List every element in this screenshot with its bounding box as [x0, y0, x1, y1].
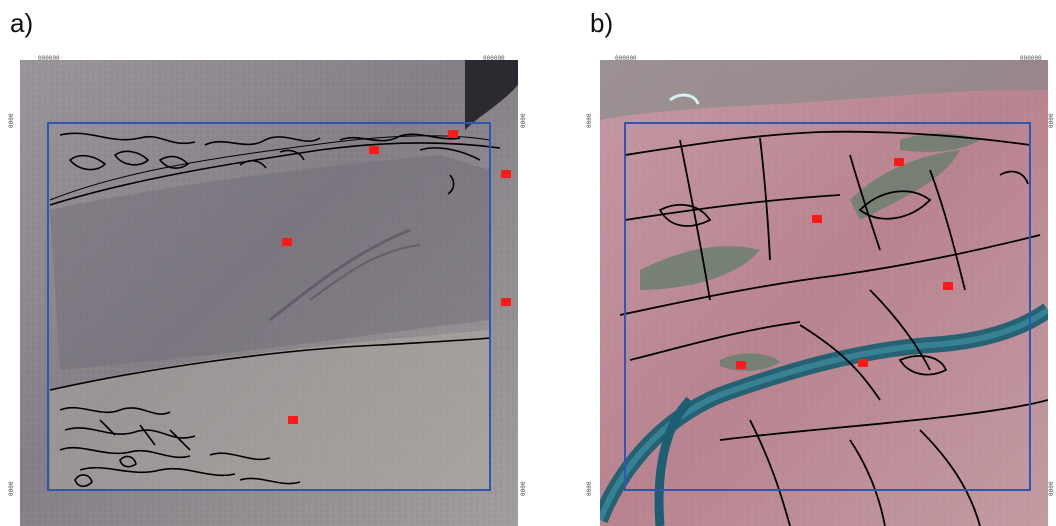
- panel-a-study-frame: [47, 122, 491, 491]
- panel-b-left-tick-1: 0000: [586, 113, 593, 128]
- panel-a-left-tick-2: 0000: [8, 481, 15, 496]
- panel-a-outlines-bottom: [49, 337, 491, 488]
- panel-b-study-frame: [624, 122, 1031, 491]
- panel-b-map: [600, 60, 1048, 526]
- sample-point: [448, 130, 458, 138]
- panel-a-left-tick-1: 0000: [8, 113, 15, 128]
- panel-a-dark-slope: [50, 155, 490, 370]
- panel-b-vegetation: [640, 133, 980, 371]
- sample-point: [501, 170, 511, 178]
- panel-b-top-tick-1: 000000: [615, 55, 637, 62]
- panel-a-map: [20, 60, 518, 526]
- panel-a-outlines-top: [49, 132, 501, 206]
- sample-point: [501, 298, 511, 306]
- panel-b-field-boundaries: [619, 130, 1048, 526]
- sample-point: [288, 416, 298, 424]
- panel-a-right-tick-2: 0000: [520, 481, 527, 496]
- panel-a-dark-water: [465, 60, 518, 130]
- panel-b-sample-points: [736, 158, 953, 369]
- sample-point: [943, 282, 953, 290]
- panel-a-top-tick-2: 000000: [483, 55, 505, 62]
- panel-b-right-tick-2: 0000: [1048, 481, 1055, 496]
- panel-a-right-tick-1: 0000: [520, 113, 527, 128]
- sample-point: [369, 146, 379, 154]
- sample-point: [736, 361, 746, 369]
- panel-b-left-tick-2: 0000: [586, 481, 593, 496]
- sample-point: [282, 238, 292, 246]
- panel-b-top-tick-2: 000000: [1020, 55, 1042, 62]
- panel-a-sample-points: [282, 130, 511, 424]
- sample-point: [812, 215, 822, 223]
- panel-a-top-tick-1: 000000: [38, 55, 60, 62]
- sample-point: [894, 158, 904, 166]
- panel-b-right-tick-1: 0000: [1048, 113, 1055, 128]
- panel-a-label: a): [10, 8, 34, 38]
- panel-b-label: b): [590, 8, 614, 38]
- sample-point: [858, 359, 868, 367]
